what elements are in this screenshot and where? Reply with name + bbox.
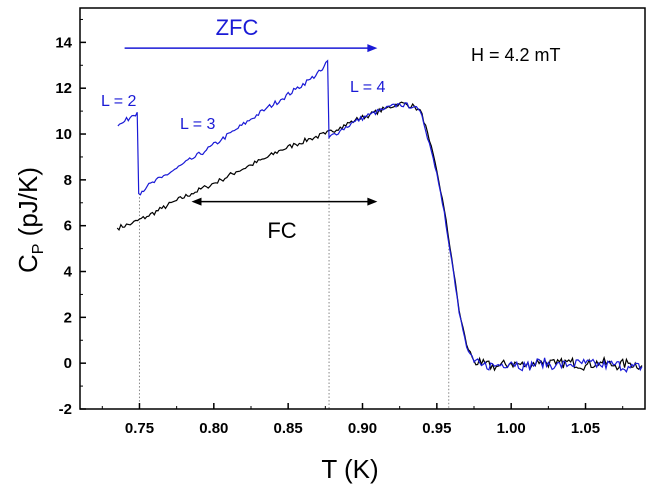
x-axis-ticks: 0.75 0.80 0.85 0.90 0.95 1.00 1.05 bbox=[101, 403, 624, 437]
y-tick-label: 2 bbox=[64, 309, 72, 326]
guide-lines bbox=[138, 137, 450, 409]
y-tick-label: 8 bbox=[64, 172, 72, 189]
y-axis-title: CP (pJ/K) bbox=[13, 167, 47, 273]
x-tick-label: 0.95 bbox=[422, 420, 451, 437]
y-tick-label: 6 bbox=[64, 218, 72, 235]
series-zfc-line bbox=[117, 59, 643, 374]
plot-frame bbox=[79, 7, 646, 410]
annotations: ZFC FC L = 2 L = 3 L = 4 H = 4.2 mT bbox=[101, 15, 561, 243]
field-label: H = 4.2 mT bbox=[471, 45, 561, 65]
l4-label: L = 4 bbox=[350, 79, 386, 96]
y-tick-label: -2 bbox=[59, 401, 72, 418]
fc-arrow-head-left bbox=[191, 197, 202, 206]
fc-label: FC bbox=[267, 218, 296, 243]
zfc-label: ZFC bbox=[216, 15, 259, 40]
x-tick-label: 0.75 bbox=[125, 420, 154, 437]
series-fc-line bbox=[116, 101, 643, 372]
zfc-arrow-head bbox=[367, 44, 378, 53]
fc-arrow-head-right bbox=[367, 197, 378, 206]
y-tick-label: 4 bbox=[64, 264, 73, 281]
y-axis-title-main: C bbox=[13, 254, 43, 273]
x-tick-label: 1.00 bbox=[497, 420, 526, 437]
y-tick-label: 0 bbox=[64, 355, 72, 372]
series-group bbox=[116, 59, 643, 374]
y-axis-ticks: -2 0 2 4 6 8 10 12 14 bbox=[55, 18, 86, 418]
y-tick-label: 10 bbox=[55, 126, 72, 143]
x-tick-label: 0.90 bbox=[348, 420, 377, 437]
x-tick-label: 1.05 bbox=[571, 420, 600, 437]
x-tick-label: 0.80 bbox=[199, 420, 228, 437]
y-tick-label: 14 bbox=[55, 34, 72, 51]
y-axis-title-sub: P bbox=[30, 244, 47, 255]
y-axis-title-rest: (pJ/K) bbox=[13, 167, 43, 244]
l3-label: L = 3 bbox=[180, 116, 216, 133]
x-axis-title: T (K) bbox=[321, 454, 378, 484]
x-tick-label: 0.85 bbox=[274, 420, 303, 437]
y-tick-label: 12 bbox=[55, 80, 72, 97]
l2-label: L = 2 bbox=[101, 93, 137, 110]
svg-text:CP (pJ/K): CP (pJ/K) bbox=[13, 167, 47, 273]
